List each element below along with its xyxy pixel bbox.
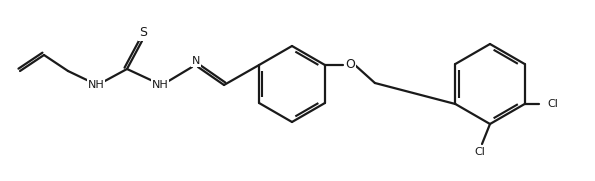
Text: O: O — [345, 58, 355, 71]
Text: Cl: Cl — [475, 147, 486, 157]
Text: NH: NH — [152, 80, 168, 90]
Text: NH: NH — [87, 80, 104, 90]
Text: N: N — [192, 56, 200, 66]
Text: S: S — [139, 26, 147, 39]
Text: Cl: Cl — [547, 99, 558, 109]
